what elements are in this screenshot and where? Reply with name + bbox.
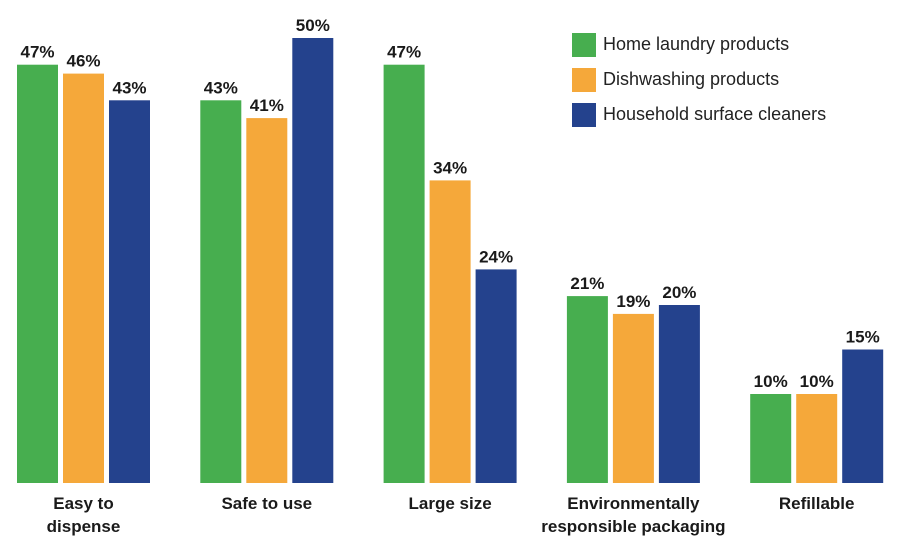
legend-label: Home laundry products (603, 34, 789, 54)
legend-swatch (572, 33, 596, 57)
value-label: 47% (20, 43, 54, 62)
value-label: 21% (570, 274, 604, 293)
bar (63, 73, 104, 483)
bar (796, 394, 838, 483)
category-label: Refillable (778, 494, 855, 513)
bar (475, 269, 517, 483)
bar (17, 64, 58, 483)
bar (658, 305, 700, 483)
bar (750, 394, 792, 483)
value-label: 10% (754, 372, 788, 391)
bar (429, 180, 471, 483)
category-label: Safe to use (221, 494, 313, 513)
legend-swatch (572, 68, 596, 92)
value-label: 41% (250, 96, 284, 115)
bar (842, 349, 884, 483)
legend-swatch (572, 103, 596, 127)
legend-label: Household surface cleaners (603, 104, 826, 124)
value-label: 19% (616, 292, 650, 311)
value-label: 24% (479, 247, 513, 266)
bar (612, 313, 654, 483)
value-label: 43% (204, 78, 238, 97)
value-label: 15% (846, 328, 880, 347)
value-label: 10% (800, 372, 834, 391)
bar (292, 38, 334, 483)
value-label: 43% (112, 78, 146, 97)
category-label: Environmentally responsible packaging (541, 494, 726, 536)
value-label: 34% (433, 158, 467, 177)
value-label: 20% (662, 283, 696, 302)
bar (566, 296, 608, 483)
category-label: Easy to dispense (46, 494, 121, 536)
value-label: 46% (66, 52, 100, 71)
legend-label: Dishwashing products (603, 69, 779, 89)
value-label: 47% (387, 43, 421, 62)
bar (109, 100, 150, 484)
bar (246, 118, 288, 483)
value-label: 50% (296, 16, 330, 35)
category-label: Large size (408, 494, 492, 513)
bar (200, 100, 242, 484)
bar (383, 64, 425, 483)
